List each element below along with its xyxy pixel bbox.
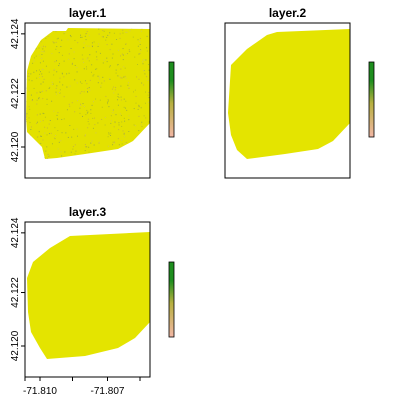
legend-colorbar bbox=[368, 61, 375, 138]
y-tick-label: 42.120 bbox=[10, 131, 21, 162]
panel-frame bbox=[24, 22, 151, 179]
y-tick-label: 42.124 bbox=[10, 18, 21, 49]
legend-colorbar bbox=[168, 61, 175, 138]
panel-frame bbox=[24, 221, 151, 378]
panel-title: layer.1 bbox=[69, 6, 107, 20]
y-tick-label: 42.122 bbox=[10, 78, 21, 109]
legend-colorbar bbox=[168, 261, 175, 338]
panel-title: layer.2 bbox=[269, 6, 307, 20]
raster-fill bbox=[228, 29, 350, 159]
panel-frame bbox=[224, 22, 351, 179]
x-tick-label: -71.810 bbox=[23, 386, 57, 397]
panel-title: layer.3 bbox=[69, 205, 107, 219]
y-tick-label: 42.124 bbox=[10, 217, 21, 248]
raster-speckle bbox=[26, 28, 150, 159]
y-tick-label: 42.122 bbox=[10, 277, 21, 308]
y-tick-label: 42.120 bbox=[10, 330, 21, 361]
raster-fill bbox=[27, 232, 150, 359]
x-tick-label: -71.807 bbox=[91, 386, 125, 397]
raster-fill bbox=[26, 28, 150, 159]
